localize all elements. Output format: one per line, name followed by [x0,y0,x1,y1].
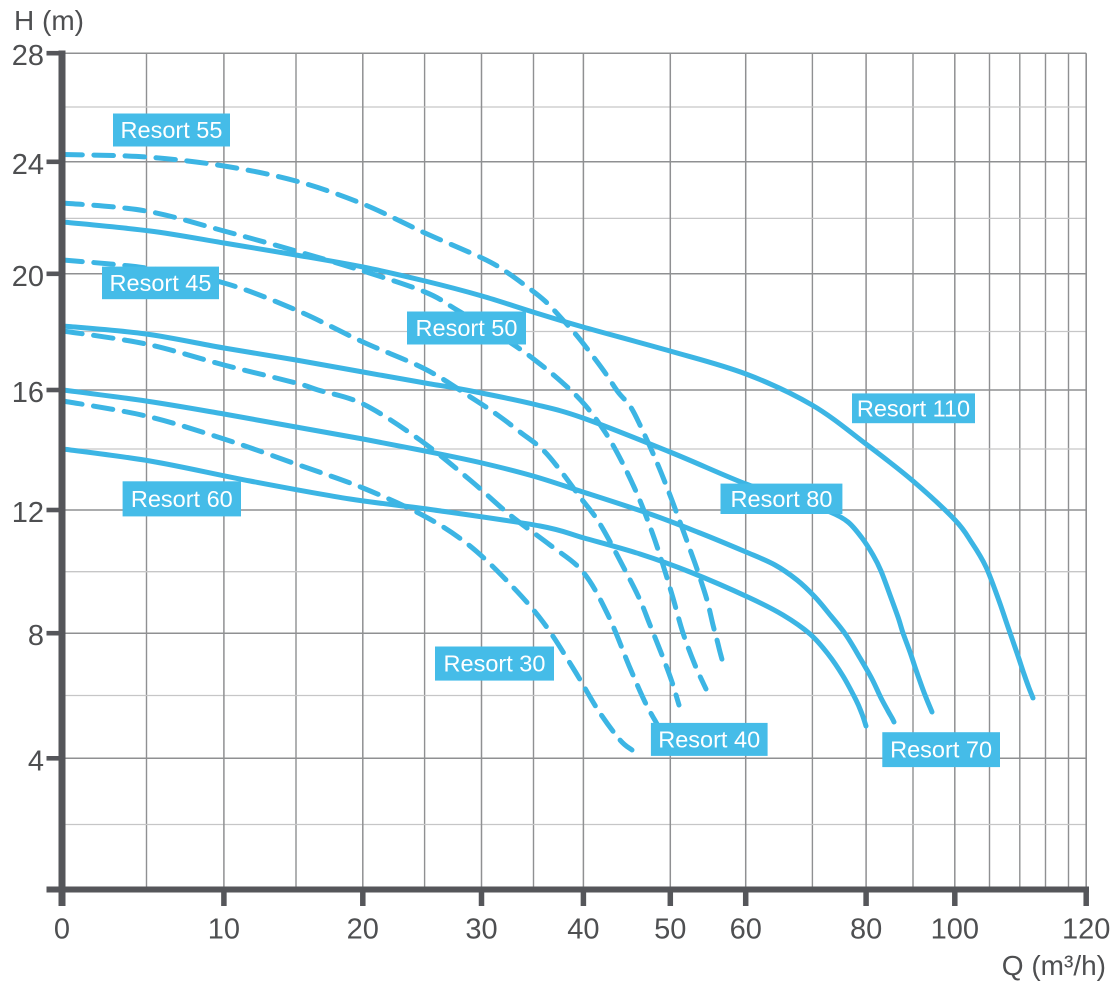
svg-text:120: 120 [1062,914,1110,946]
svg-text:80: 80 [850,914,882,946]
svg-text:Resort 40: Resort 40 [658,726,760,752]
svg-text:Resort 45: Resort 45 [110,270,212,296]
svg-text:H (m): H (m) [14,5,84,36]
svg-text:Resort 30: Resort 30 [444,651,546,677]
svg-text:Resort 50: Resort 50 [416,315,518,341]
svg-text:Resort 55: Resort 55 [121,117,223,143]
svg-text:10: 10 [208,914,240,946]
svg-text:20: 20 [347,914,379,946]
svg-text:Resort 70: Resort 70 [890,737,992,763]
svg-text:12: 12 [12,497,44,529]
svg-text:24: 24 [12,149,44,181]
svg-text:4: 4 [28,745,44,777]
svg-text:40: 40 [567,914,599,946]
svg-text:100: 100 [931,914,979,946]
svg-text:20: 20 [12,261,44,293]
svg-text:Q (m³/h): Q (m³/h) [1002,950,1106,981]
svg-text:30: 30 [465,914,497,946]
svg-text:60: 60 [730,914,762,946]
svg-text:28: 28 [12,40,44,72]
svg-text:50: 50 [654,914,686,946]
svg-text:0: 0 [54,914,70,946]
svg-text:Resort 110: Resort 110 [857,395,970,421]
svg-text:Resort 80: Resort 80 [731,486,833,512]
svg-text:8: 8 [28,620,44,652]
svg-text:16: 16 [12,377,44,409]
svg-text:Resort 60: Resort 60 [131,486,233,512]
